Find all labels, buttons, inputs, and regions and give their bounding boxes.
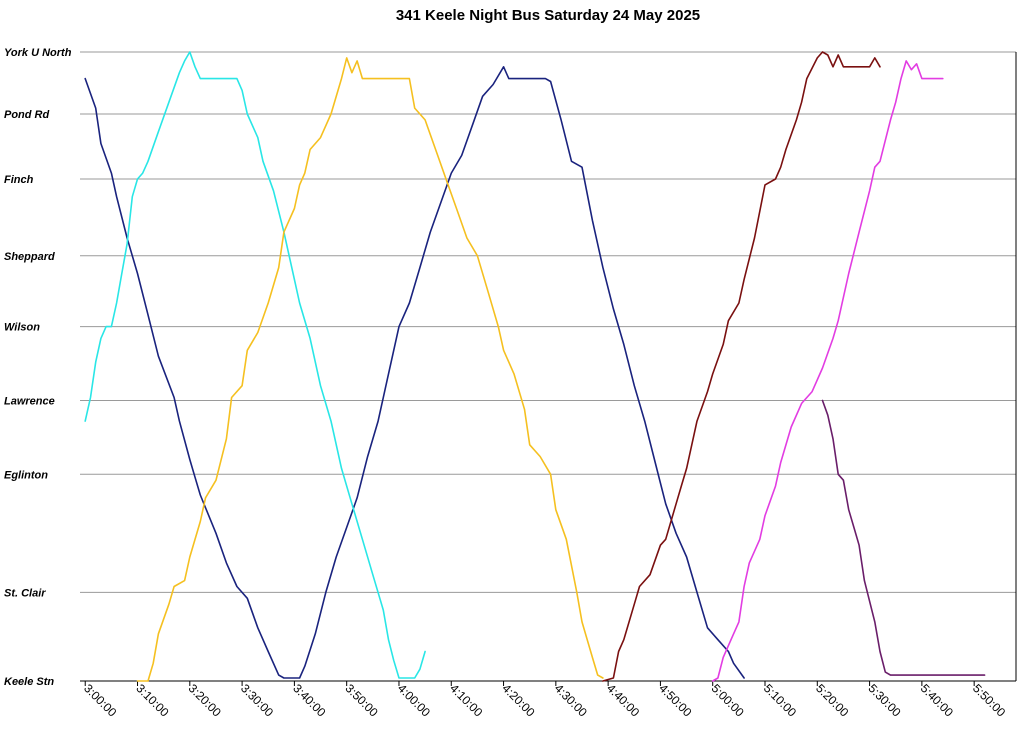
bus-trip-line-6 — [821, 399, 986, 676]
stop-label: Keele Stn — [4, 676, 54, 688]
x-tick-label: 4:30:00 — [552, 681, 590, 719]
x-tick-label: 3:10:00 — [133, 681, 171, 719]
x-tick-label: 4:10:00 — [447, 681, 485, 719]
x-tick-label: 4:00:00 — [395, 681, 433, 719]
bus-trip-line-1 — [84, 66, 745, 679]
x-tick-label: 5:50:00 — [970, 681, 1008, 719]
x-tick-label: 5:40:00 — [918, 681, 956, 719]
chart-title: 341 Keele Night Bus Saturday 24 May 2025 — [396, 7, 700, 24]
x-tick-label: 5:00:00 — [709, 681, 747, 719]
x-tick-label: 3:50:00 — [343, 681, 381, 719]
x-tick-label: 3:40:00 — [290, 681, 328, 719]
axis-layer — [80, 52, 1017, 686]
stop-label: Lawrence — [4, 395, 55, 407]
stop-label: Wilson — [4, 322, 40, 334]
bus-trip-line-2 — [84, 51, 426, 679]
x-tick-label: 4:50:00 — [656, 681, 694, 719]
x-tick-label: 3:30:00 — [238, 681, 276, 719]
x-tick-label: 5:10:00 — [761, 681, 799, 719]
stop-label: St. Clair — [4, 587, 46, 599]
bus-trip-line-4 — [602, 51, 881, 682]
bus-trip-line-5 — [711, 60, 944, 682]
x-tick-label: 5:30:00 — [865, 681, 903, 719]
stop-label: Finch — [4, 174, 34, 186]
x-tick-label: 3:00:00 — [81, 681, 119, 719]
x-tick-label: 4:20:00 — [499, 681, 537, 719]
stop-label: Sheppard — [4, 251, 55, 263]
series-layer — [84, 51, 986, 682]
x-tick-label: 4:40:00 — [604, 681, 642, 719]
grid-layer — [80, 51, 1016, 593]
stop-label: York U North — [4, 47, 72, 59]
x-tick-label: 5:20:00 — [813, 681, 851, 719]
label-layer: Keele Stn St. Clair Eglinton Lawrence Wilson… — [4, 47, 1008, 720]
x-tick-label: 3:20:00 — [186, 681, 224, 719]
stop-label: Pond Rd — [4, 109, 49, 121]
bus-trip-line-3 — [136, 57, 604, 682]
stop-label: Eglinton — [4, 469, 48, 481]
